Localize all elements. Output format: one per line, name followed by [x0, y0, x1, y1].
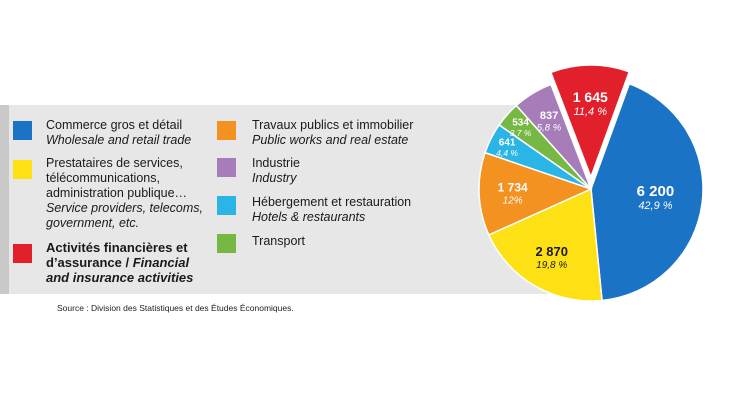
legend-swatch-industrie — [217, 158, 236, 177]
source-note: Source : Division des Statistiques et de… — [57, 303, 294, 313]
pie-slice-commerce — [590, 82, 704, 302]
slice-value-label-finance: 1 645 — [573, 89, 608, 105]
legend-label-en: Industry — [252, 171, 297, 185]
legend-label-fr: Travaux publics et immobilier — [252, 118, 414, 132]
slice-percent-label-commerce: 42,9 % — [638, 200, 672, 212]
legend-label-en: government, etc. — [46, 216, 140, 230]
slice-percent-label-prestataires: 19,8 % — [536, 260, 567, 271]
pie-slice-travaux — [478, 151, 594, 236]
legend-panel — [0, 105, 560, 294]
slice-percent-label-industrie: 5,8 % — [537, 123, 562, 134]
legend-swatch-transport — [217, 234, 236, 253]
slice-value-label-prestataires: 2 870 — [535, 244, 568, 259]
slice-percent-label-hebergement: 4,4 % — [496, 148, 518, 158]
legend-label-fr: Commerce gros et détail — [46, 118, 183, 132]
legend-side-strip — [0, 105, 9, 294]
slice-value-label-hebergement: 641 — [499, 137, 516, 148]
legend-item-commerce: Commerce gros et détail Wholesale and re… — [46, 118, 191, 148]
legend-label-fr: Transport — [252, 234, 306, 248]
legend-label-en: Hotels & restaurants — [252, 210, 366, 224]
slice-percent-label-finance: 11,4 % — [574, 106, 608, 118]
pie-slice-industrie — [515, 83, 592, 190]
legend-item-prestataires: Prestataires de services, télécommunicat… — [46, 156, 203, 231]
legend-label-fr: Industrie — [252, 156, 300, 170]
legend-label-en: Wholesale and retail trade — [46, 133, 192, 147]
legend-swatch-commerce — [13, 121, 32, 140]
legend-label-en: Public works and real estate — [252, 133, 409, 147]
legend-label-en: Financial — [132, 255, 190, 270]
slice-percent-label-travaux: 12% — [503, 196, 523, 207]
legend-swatch-prestataires — [13, 160, 32, 179]
legend-label-fr: Hébergement et restauration — [252, 195, 412, 209]
legend-label-fr: Activités financières et — [46, 240, 188, 255]
legend-label-mixed: d’assurance / Financial — [46, 255, 193, 270]
legend-label-fr: télécommunications, — [46, 171, 160, 185]
legend-label-fr: administration publique… — [46, 186, 188, 200]
slice-value-label-industrie: 837 — [540, 110, 558, 122]
legend-label-fr: Prestataires de services, — [46, 156, 183, 170]
legend-item-industrie: Industrie Industry — [252, 156, 300, 186]
pie-slice-prestataires — [487, 187, 603, 302]
pie-slice-finance — [549, 64, 631, 180]
legend-swatch-hebergement — [217, 196, 236, 215]
legend-item-transport: Transport — [252, 234, 305, 249]
legend-label-fr: d’assurance / — [46, 255, 133, 270]
slice-percent-label-transport: 3,7 % — [510, 128, 532, 138]
slice-value-label-travaux: 1 734 — [498, 181, 528, 195]
slice-value-label-commerce: 6 200 — [637, 183, 675, 200]
legend-item-travaux: Travaux publics et immobilier Public wor… — [252, 118, 413, 148]
legend-item-hebergement: Hébergement et restauration Hotels & res… — [252, 195, 411, 225]
legend-swatch-travaux — [217, 121, 236, 140]
legend-label-en: Service providers, telecoms, — [46, 201, 204, 215]
slice-value-label-transport: 534 — [512, 118, 529, 129]
legend-item-finance: Activités financières et d’assurance / F… — [46, 240, 193, 285]
legend-label-en: and insurance activities — [46, 270, 194, 285]
legend-swatch-finance — [13, 244, 32, 263]
